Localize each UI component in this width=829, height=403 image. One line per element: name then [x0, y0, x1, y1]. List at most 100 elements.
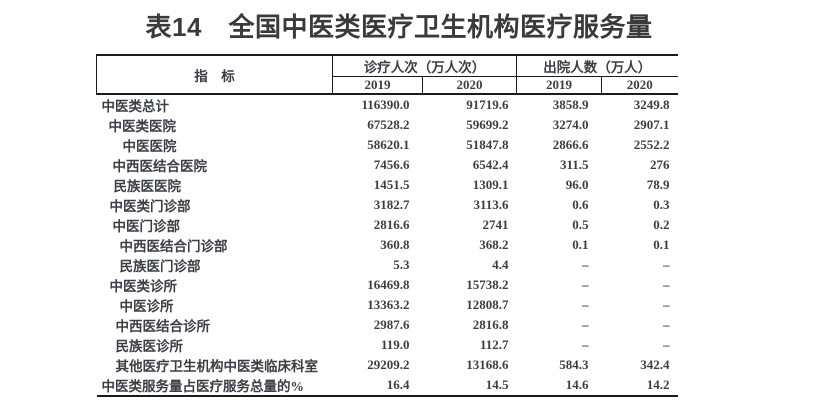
group-header-discharged-patients: 出院人数（万人）: [516, 54, 678, 77]
value-cell: 15738.2: [466, 277, 509, 292]
value-cell: 119.0: [380, 337, 410, 352]
value-cell: 7456.6: [373, 157, 410, 172]
indicator-cell: 民族医诊所: [115, 339, 184, 354]
value-cell: 116390.0: [361, 97, 410, 112]
indicator-cell: 中医类医院: [108, 119, 177, 134]
value-cell: 2741: [482, 217, 509, 232]
value-cell: 3858.9: [552, 97, 589, 112]
page-title: 表14 全国中医类医疗卫生机构医疗服务量: [145, 12, 653, 42]
table-row: 民族医门诊部 5.3 4.4 – –: [97, 255, 678, 275]
data-table: 指 标 诊疗人次（万人次） 出院人数（万人） 2019 2020 2019 20…: [96, 54, 678, 397]
value-cell: 368.2: [479, 237, 509, 252]
value-cell: –: [663, 317, 670, 332]
value-cell: 14.2: [601, 375, 678, 397]
value-cell: –: [582, 257, 589, 272]
value-cell: 59699.2: [466, 117, 509, 132]
indicator-cell: 中医医院: [122, 139, 177, 154]
group-header-outpatient-visits: 诊疗人次（万人次）: [332, 54, 517, 77]
indicator-cell: 中医类诊所: [109, 279, 178, 294]
table-row: 中医诊所 13363.2 12808.7 – –: [97, 295, 678, 315]
value-cell: 0.5: [572, 217, 589, 232]
value-cell: 276: [650, 157, 670, 172]
value-cell: 2816.6: [373, 217, 410, 232]
value-cell: 5.3: [393, 257, 410, 272]
table-row: 中医类诊所 16469.8 15738.2 – –: [97, 275, 678, 295]
indicator-cell: 中医类服务量占医疗服务总量的%: [96, 375, 333, 397]
header-group-row: 指 标 诊疗人次（万人次） 出院人数（万人）: [96, 54, 678, 95]
value-cell: 0.1: [572, 237, 589, 252]
value-cell: 0.6: [572, 197, 589, 212]
value-cell: 51847.8: [466, 137, 509, 152]
value-cell: –: [663, 297, 670, 312]
value-cell: 58620.1: [367, 137, 410, 152]
value-cell: 14.6: [516, 375, 602, 397]
value-cell: 3249.8: [633, 97, 670, 112]
value-cell: 584.3: [559, 357, 589, 372]
value-cell: 67528.2: [367, 117, 410, 132]
table-row: 中医医院 58620.1 51847.8 2866.6 2552.2: [97, 135, 678, 155]
indicator-cell: 民族医医院: [113, 179, 182, 194]
value-cell: 0.1: [653, 237, 670, 252]
value-cell: 2552.2: [633, 137, 670, 152]
value-cell: 13363.2: [367, 297, 410, 312]
value-cell: 3113.6: [473, 197, 509, 212]
value-cell: 0.2: [653, 217, 670, 232]
indicator-cell: 其他医疗卫生机构中医类临床科室: [115, 359, 319, 374]
value-cell: –: [663, 337, 670, 352]
value-cell: –: [582, 277, 589, 292]
year-header: 2019: [332, 76, 423, 95]
table-row: 中医类医院 67528.2 59699.2 3274.0 2907.1: [97, 115, 678, 135]
table-row: 民族医诊所 119.0 112.7 – –: [97, 335, 678, 355]
value-cell: 3274.0: [552, 117, 589, 132]
indicator-cell: 中医类总计: [101, 99, 170, 114]
value-cell: 311.5: [559, 157, 589, 172]
value-cell: –: [582, 297, 589, 312]
value-cell: 2907.1: [633, 117, 670, 132]
year-header: 2020: [601, 76, 678, 95]
value-cell: –: [582, 337, 589, 352]
value-cell: 4.4: [492, 257, 509, 272]
value-cell: 2987.6: [373, 317, 410, 332]
indicator-cell: 中医诊所: [119, 299, 174, 314]
indicator-cell: 中医类门诊部: [109, 199, 191, 214]
value-cell: 1451.5: [373, 177, 410, 192]
value-cell: 1309.1: [472, 177, 509, 192]
table-row: 中医门诊部 2816.6 2741 0.5 0.2: [97, 215, 678, 235]
value-cell: –: [663, 257, 670, 272]
value-cell: 13168.6: [466, 357, 509, 372]
table-row: 中医类服务量占医疗服务总量的% 16.4 14.5 14.6 14.2: [96, 375, 678, 397]
value-cell: 96.0: [565, 177, 589, 192]
indicator-cell: 中西医结合医院: [112, 159, 208, 174]
value-cell: 6542.4: [472, 157, 509, 172]
value-cell: 16.4: [332, 375, 423, 397]
table-row: 其他医疗卫生机构中医类临床科室 29209.2 13168.6 584.3 34…: [97, 355, 678, 375]
value-cell: 78.9: [646, 177, 670, 192]
table-row: 中医类门诊部 3182.7 3113.6 0.6 0.3: [97, 195, 678, 215]
table-row: 中西医结合诊所 2987.6 2816.8 – –: [97, 315, 678, 335]
table-row: 中西医结合医院 7456.6 6542.4 311.5 276: [97, 155, 678, 175]
table-body: 中医类总计 116390.0 91719.6 3858.9 3249.8 中医类…: [96, 94, 678, 397]
value-cell: 112.7: [479, 337, 509, 352]
indicator-header: 指 标: [96, 54, 333, 95]
value-cell: 342.4: [640, 357, 670, 372]
header-year-row: 2019 2020 2019 2020: [97, 76, 678, 95]
year-header: 2020: [422, 76, 517, 95]
value-cell: 12808.7: [466, 297, 509, 312]
value-cell: –: [663, 277, 670, 292]
value-cell: 16469.8: [367, 277, 410, 292]
table-row: 中西医结合门诊部 360.8 368.2 0.1 0.1: [97, 235, 678, 255]
table-row: 中医类总计 116390.0 91719.6 3858.9 3249.8: [97, 94, 678, 115]
value-cell: –: [582, 317, 589, 332]
value-cell: 0.3: [653, 197, 670, 212]
value-cell: 3182.7: [373, 197, 410, 212]
indicator-cell: 中医门诊部: [112, 219, 181, 234]
value-cell: 91719.6: [466, 97, 509, 112]
table-header: 指 标 诊疗人次（万人次） 出院人数（万人） 2019 2020 2019 20…: [96, 54, 678, 95]
indicator-cell: 民族医门诊部: [119, 259, 201, 274]
value-cell: 29209.2: [367, 357, 410, 372]
year-header: 2019: [516, 76, 602, 95]
value-cell: 360.8: [380, 237, 410, 252]
indicator-cell: 中西医结合门诊部: [119, 239, 228, 254]
value-cell: 2816.8: [472, 317, 509, 332]
